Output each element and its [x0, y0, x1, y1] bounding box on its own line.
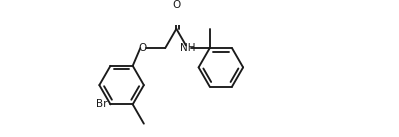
Text: O: O: [172, 0, 180, 10]
Text: Br: Br: [96, 99, 108, 109]
Text: O: O: [139, 43, 147, 53]
Text: NH: NH: [180, 43, 195, 53]
